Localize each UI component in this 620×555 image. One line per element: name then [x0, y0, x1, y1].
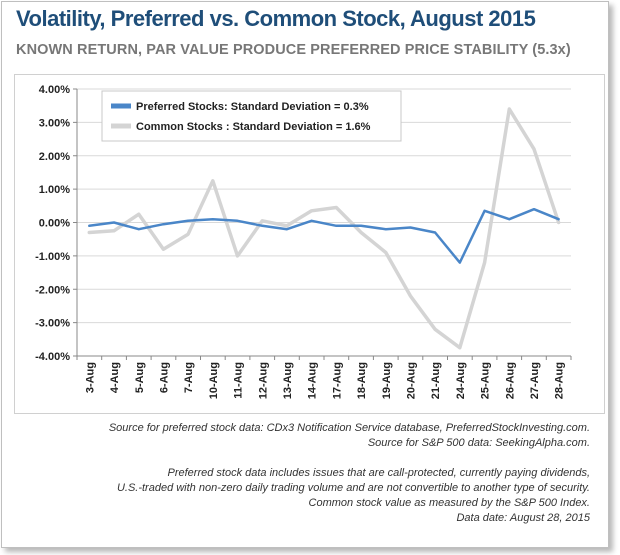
y-tick-label: 1.00%: [39, 184, 70, 196]
x-tick-label: 5-Aug: [134, 362, 146, 393]
line-chart: 4.00% 3.00% 2.00% 1.00% 0.00% -1.00% -2.00% -3.…: [35, 84, 572, 399]
x-axis: 3-Aug 4-Aug 5-Aug 6-Aug 7-Aug 10-Aug 11-Aug 12-…: [76, 355, 572, 399]
x-tick-label: 25-Aug: [480, 362, 492, 399]
data-date-note: Data date: August 28, 2015: [456, 512, 590, 525]
y-tick-label: 3.00%: [39, 117, 70, 129]
x-tick-label: 11-Aug: [233, 362, 245, 399]
x-tick-label: 19-Aug: [381, 362, 393, 399]
x-tick-label: 4-Aug: [109, 362, 121, 393]
source-sp500-note: Source for S&P 500 data: SeekingAlpha.co…: [367, 437, 590, 450]
y-tick-label: -2.00%: [35, 284, 70, 296]
source-notes: Source for preferred stock data: CDx3 No…: [109, 421, 590, 527]
x-tick-label: 10-Aug: [208, 362, 220, 399]
x-tick-label: 6-Aug: [158, 362, 170, 393]
x-tick-label: 21-Aug: [430, 362, 442, 399]
source-preferred-note: Source for preferred stock data: CDx3 No…: [108, 422, 590, 434]
legend-box: [101, 90, 402, 142]
series-line-preferred: [88, 207, 560, 264]
x-tick-label: 17-Aug: [331, 362, 343, 399]
x-tick-label: 7-Aug: [183, 362, 195, 393]
legend-swatch-preferred: [111, 103, 131, 109]
y-tick-label: -3.00%: [35, 318, 70, 330]
legend-label-common: Common Stocks : Standard Deviation = 1.6…: [136, 121, 371, 133]
y-tick-label: 2.00%: [39, 151, 70, 163]
chart-subtitle: KNOWN RETURN, PAR VALUE PRODUCE PREFERRE…: [16, 42, 571, 58]
series-layer: [87, 107, 561, 350]
y-tick-label: 0.00%: [39, 218, 70, 230]
x-tick-label: 18-Aug: [356, 362, 368, 399]
x-tick-label: 27-Aug: [529, 362, 541, 399]
y-tick-label: -4.00%: [35, 351, 70, 363]
definition-note-2: U.S.-traded with non-zero daily trading …: [116, 481, 590, 494]
definition-note-1: Preferred stock data includes issues tha…: [167, 466, 591, 479]
x-tick-label: 26-Aug: [504, 362, 516, 399]
x-tick-label: 12-Aug: [257, 362, 269, 399]
x-tick-label: 13-Aug: [282, 362, 294, 399]
series-line-common: [87, 107, 561, 350]
y-tick-label: 4.00%: [39, 84, 70, 96]
legend-label-preferred: Preferred Stocks: Standard Deviation = 0…: [136, 101, 369, 113]
x-tick-label: 24-Aug: [455, 362, 467, 399]
x-tick-label: 3-Aug: [84, 362, 96, 393]
chart-title: Volatility, Preferred vs. Common Stock, …: [16, 6, 536, 31]
y-tick-label: -1.00%: [35, 251, 70, 263]
chart-area: 4.00% 3.00% 2.00% 1.00% 0.00% -1.00% -2.00% -3.…: [14, 74, 605, 414]
x-tick-label: 14-Aug: [307, 362, 319, 399]
y-axis: 4.00% 3.00% 2.00% 1.00% 0.00% -1.00% -2.00% -3.…: [35, 84, 78, 363]
figure-frame: Volatility, Preferred vs. Common Stock, …: [1, 1, 609, 548]
x-tick-label: 28-Aug: [554, 362, 566, 399]
legend: Preferred Stocks: Standard Deviation = 0…: [101, 90, 402, 142]
x-tick-label: 20-Aug: [405, 362, 417, 399]
legend-swatch-common: [111, 123, 131, 129]
definition-note-3: Common stock value as measured by the S&…: [308, 497, 590, 510]
